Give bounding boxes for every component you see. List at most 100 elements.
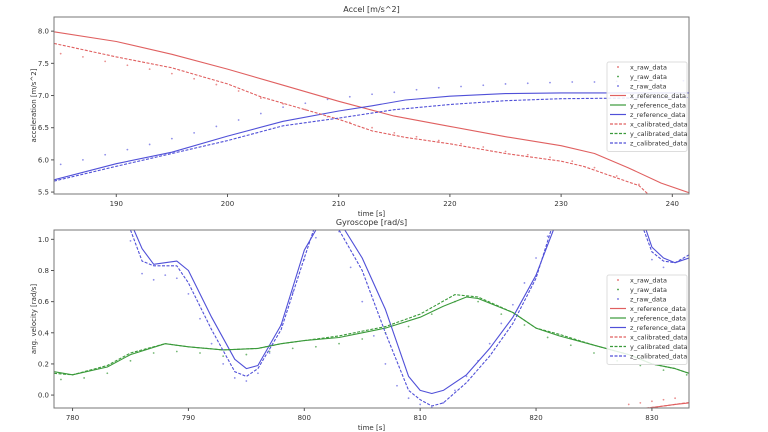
series-line [129, 230, 315, 377]
data-point [482, 146, 485, 148]
data-point [393, 91, 396, 94]
data-point [500, 313, 503, 315]
data-point [371, 93, 373, 96]
data-point [82, 158, 84, 161]
legend-item-z-calibrated-data: z_calibrated_data [610, 140, 687, 148]
data-point [415, 88, 418, 91]
x-tick-label: 200 [221, 200, 234, 208]
legend-label: z_calibrated_data [630, 353, 687, 361]
data-point [571, 81, 574, 83]
y-tick-label: 5.5 [38, 189, 49, 197]
data-point [314, 345, 317, 348]
series-z-raw-data [129, 230, 665, 408]
data-point [549, 156, 551, 159]
data-point [488, 342, 491, 345]
data-point [175, 277, 178, 280]
legend-frame [606, 274, 688, 365]
data-point [504, 83, 507, 85]
data-point [104, 60, 107, 63]
series-line [54, 31, 689, 194]
data-point [304, 108, 307, 111]
legend-label: y_calibrated_data [630, 130, 688, 138]
data-point [396, 384, 398, 387]
series-y-calibrated-data [54, 294, 689, 376]
legend-label: x_reference_data [630, 92, 686, 100]
series-y-reference-data [54, 296, 689, 376]
data-point [259, 112, 262, 115]
data-point [361, 338, 364, 340]
plot-area [54, 230, 689, 408]
data-point [639, 364, 642, 367]
legend-label: y_raw_data [630, 73, 667, 81]
data-point [662, 266, 665, 269]
data-point [215, 83, 218, 86]
legend-marker [617, 75, 619, 78]
data-point [237, 119, 240, 121]
data-point [175, 350, 178, 353]
data-point [304, 102, 307, 105]
data-point [407, 325, 410, 328]
series-line [338, 230, 552, 407]
legend-item-z-reference-data: z_reference_data [610, 111, 686, 119]
data-point [245, 353, 248, 356]
series-line [54, 296, 689, 376]
series-line [54, 42, 649, 194]
data-point [361, 300, 364, 303]
legend-item-y-calibrated-data: y_calibrated_data [610, 343, 688, 351]
data-point [126, 64, 129, 67]
legend-marker [617, 288, 619, 291]
series-z-reference-data [54, 92, 689, 181]
data-point [245, 380, 248, 382]
legend-frame [606, 61, 688, 152]
data-point [651, 258, 653, 261]
y-tick-label: 8.0 [38, 28, 49, 36]
legend-item-z-raw-data: z_raw_data [617, 296, 667, 304]
data-point [615, 175, 618, 177]
legend-label: x_raw_data [630, 64, 667, 72]
data-point [662, 398, 665, 401]
y-tick-label: 0.6 [38, 298, 50, 306]
axes-frame [53, 16, 690, 195]
legend-label: x_reference_data [630, 305, 686, 313]
series-x-calibrated-data [54, 42, 649, 194]
legend-marker [617, 298, 619, 300]
data-point [148, 68, 151, 71]
series-x-raw-data [627, 397, 676, 406]
data-point [593, 81, 596, 83]
data-point [193, 77, 196, 80]
data-point [291, 347, 294, 350]
legend-label: y_reference_data [630, 315, 686, 323]
legend-item-y-reference-data: y_reference_data [610, 315, 686, 323]
data-point [187, 292, 190, 295]
series-line [133, 230, 317, 370]
data-point [651, 400, 653, 403]
legend-marker [617, 66, 619, 68]
data-point [222, 363, 225, 365]
series-y-raw-data [60, 300, 688, 381]
data-point [164, 274, 167, 277]
data-point [170, 137, 173, 140]
data-point [199, 352, 201, 354]
data-point [500, 322, 503, 325]
data-point [338, 342, 340, 345]
data-point [371, 126, 373, 129]
subplot-accel: 190 200 210 220 230 240 5.5 6.0 6.5 7.0 7.5 8.0 Acce… [30, 5, 690, 218]
data-point [639, 401, 642, 404]
legend-label: z_calibrated_data [630, 140, 687, 148]
y-tick-label: 0.4 [38, 329, 50, 337]
x-tick-label: 830 [645, 414, 658, 422]
data-point [546, 235, 549, 238]
data-point [593, 352, 595, 354]
data-point [454, 389, 456, 392]
data-point [141, 272, 143, 275]
x-tick-label: 810 [413, 414, 426, 422]
data-point [104, 153, 107, 156]
data-point [442, 401, 445, 404]
data-point [437, 139, 440, 142]
data-point [685, 373, 688, 376]
series-z-calibrated-data [54, 96, 689, 182]
legend-item-z-calibrated-data: z_calibrated_data [610, 353, 687, 361]
y-tick-label: 6.5 [38, 124, 49, 132]
data-point [233, 377, 236, 379]
